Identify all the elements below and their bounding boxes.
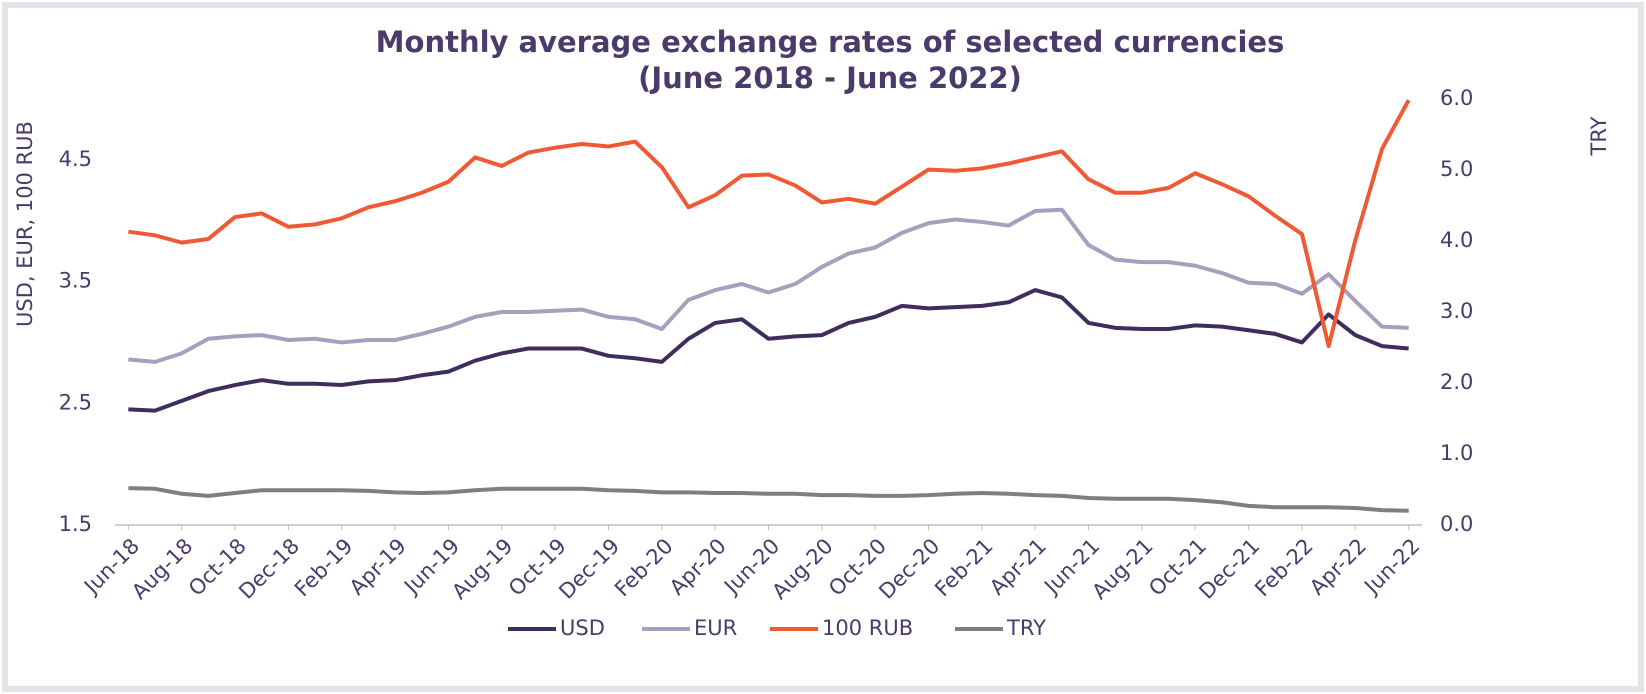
series-line — [128, 207, 1409, 364]
y2-tick-label: 5.0 — [1440, 157, 1473, 181]
y-axis-label: USD, EUR, 100 RUB — [13, 121, 37, 327]
legend-label: TRY — [1006, 616, 1046, 640]
chart-title: Monthly average exchange rates of select… — [376, 25, 1285, 59]
series-line — [128, 486, 1409, 513]
series-line — [128, 99, 1411, 349]
y2-tick-label: 0.0 — [1440, 512, 1473, 536]
y-tick-label: 4.5 — [59, 147, 92, 171]
y2-tick-label: 2.0 — [1440, 370, 1473, 394]
y2-tick-label: 3.0 — [1440, 299, 1473, 323]
y-tick-label: 2.5 — [59, 390, 92, 414]
y2-tick-label: 1.0 — [1440, 441, 1473, 465]
legend-label: USD — [560, 616, 605, 640]
y2-axis-label: TRY — [1587, 116, 1611, 156]
series-line — [128, 288, 1409, 413]
y-tick-label: 3.5 — [59, 269, 92, 293]
legend-label: EUR — [694, 616, 737, 640]
y2-tick-label: 4.0 — [1440, 228, 1473, 252]
chart-subtitle: (June 2018 - June 2022) — [638, 61, 1022, 95]
legend-label: 100 RUB — [822, 616, 913, 640]
y-tick-label: 1.5 — [59, 512, 92, 536]
y2-tick-label: 6.0 — [1440, 86, 1473, 110]
